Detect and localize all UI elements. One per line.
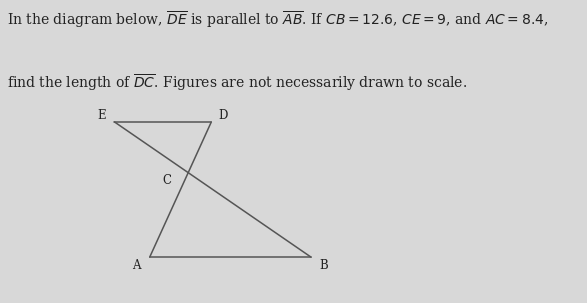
Text: E: E [97,109,106,122]
Text: C: C [163,174,172,187]
Text: find the length of $\overline{DC}$. Figures are not necessarily drawn to scale.: find the length of $\overline{DC}$. Figu… [7,73,467,93]
Text: B: B [320,259,328,272]
Text: In the diagram below, $\overline{DE}$ is parallel to $\overline{AB}$. If $CB = 1: In the diagram below, $\overline{DE}$ is… [7,9,548,29]
Text: A: A [133,259,141,272]
Text: D: D [218,109,228,122]
